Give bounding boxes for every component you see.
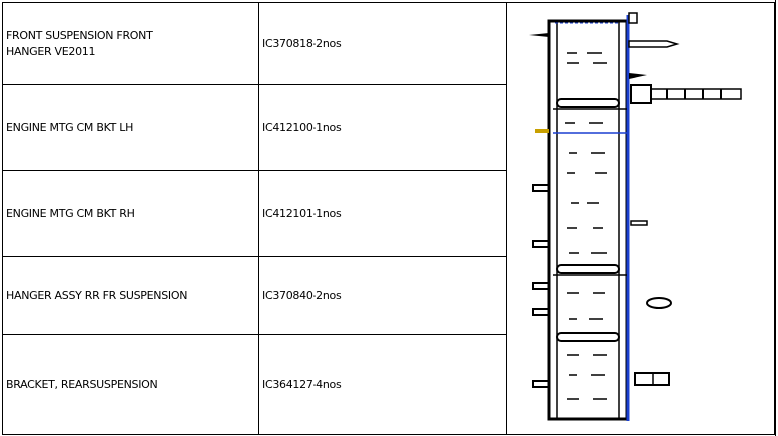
table-row: HANGER ASSY RR FR SUSPENSION IC370840-2n… [2, 256, 775, 335]
table-row: BRACKET, REARSUSPENSION IC364127-4nos [2, 334, 775, 435]
drawing-cell [506, 2, 775, 435]
part-number-qty: IC364127-4nos [258, 334, 507, 435]
part-description: ENGINE MTG CM BKT LH [2, 84, 259, 171]
part-description: FRONT SUSPENSION FRONT HANGER VE2011 [2, 2, 259, 85]
page-edge-divider [775, 0, 776, 436]
chassis-frame-drawing-icon [529, 12, 742, 421]
part-number-qty: IC412100-1nos [258, 84, 507, 171]
part-description: HANGER ASSY RR FR SUSPENSION [2, 256, 259, 335]
table-row: ENGINE MTG CM BKT LH IC412100-1nos [2, 84, 775, 171]
table-row: ENGINE MTG CM BKT RH IC412101-1nos [2, 170, 775, 257]
part-description: ENGINE MTG CM BKT RH [2, 170, 259, 257]
part-number-qty: IC370818-2nos [258, 2, 507, 85]
part-number-qty: IC370840-2nos [258, 256, 507, 335]
part-number-qty: IC412101-1nos [258, 170, 507, 257]
part-description: BRACKET, REARSUSPENSION [2, 334, 259, 435]
